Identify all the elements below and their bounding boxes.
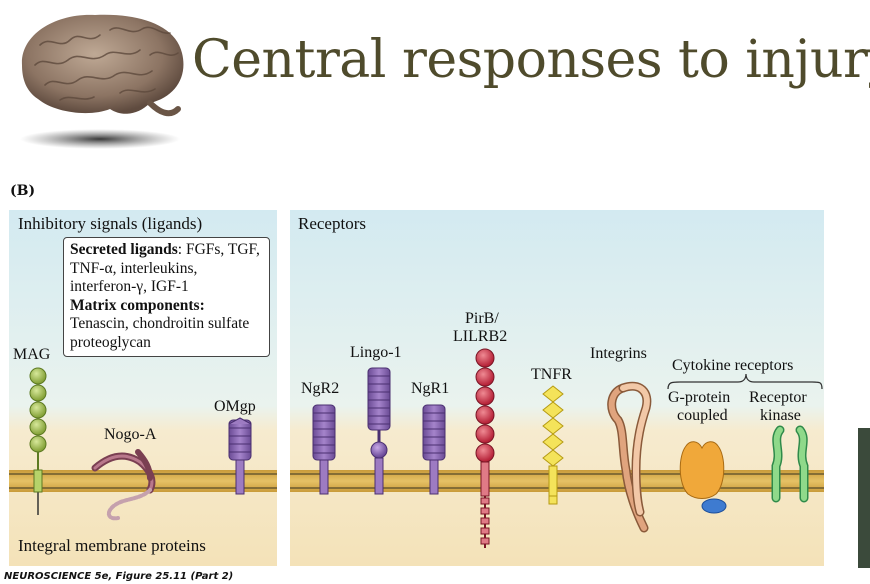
cytokine-bracket	[667, 373, 823, 390]
matrix-text: Tenascin, chondroitin sulfate proteoglyc…	[70, 315, 250, 351]
pirb-label: PirB/	[465, 310, 499, 327]
receptor-kinase	[771, 425, 809, 503]
cytokine-receptors-label: Cytokine receptors	[672, 357, 794, 374]
ngr2-label: NgR2	[301, 380, 340, 397]
brain-shadow	[20, 129, 180, 149]
nogo-a-protein	[91, 449, 156, 521]
tnfr-label: TNFR	[531, 366, 572, 383]
mag-protein	[29, 367, 47, 515]
integrins-receptor	[607, 381, 652, 533]
figure-label: (B)	[10, 183, 36, 199]
mag-label: MAG	[13, 346, 51, 363]
g-protein-coupled-receptor	[679, 441, 727, 514]
edge-strip	[858, 428, 870, 568]
slide-title: Central responses to injury	[192, 30, 870, 90]
lingo-1-receptor	[367, 367, 391, 495]
nogo-a-label: Nogo-A	[104, 426, 157, 443]
receptor-label: Receptor	[749, 389, 807, 406]
brain-illustration	[20, 14, 184, 149]
pirb-lilrb2-receptor	[475, 348, 495, 548]
lingo-1-label: Lingo-1	[350, 344, 402, 361]
ngr2-receptor	[312, 404, 336, 495]
tnfr-receptor	[542, 385, 564, 505]
kinase-label: kinase	[760, 407, 801, 424]
matrix-heading: Matrix components:	[70, 296, 205, 314]
coupled-label: coupled	[677, 407, 728, 424]
ngr1-label: NgR1	[411, 380, 450, 397]
lilrb2-label: LILRB2	[453, 328, 508, 345]
secreted-heading: Secreted ligands	[70, 241, 178, 258]
brain-shape	[21, 14, 184, 114]
omgp-protein	[228, 417, 252, 495]
secreted-text: : FGFs, TGF, TNF-α, interleukins, interf…	[70, 241, 260, 295]
ngr1-receptor	[422, 404, 446, 495]
integrins-label: Integrins	[590, 345, 647, 362]
ligands-box: Secreted ligands: FGFs, TGF, TNF-α, inte…	[63, 237, 270, 357]
right-panel-header: Receptors	[298, 214, 366, 233]
omgp-label: OMgp	[214, 398, 256, 415]
left-panel-footer: Integral membrane proteins	[18, 536, 206, 555]
membrane-left	[9, 470, 277, 492]
g-protein-label: G-protein	[668, 389, 731, 406]
figure-caption: NEUROSCIENCE 5e, Figure 25.11 (Part 2)	[4, 571, 234, 582]
left-panel-header: Inhibitory signals (ligands)	[18, 214, 203, 233]
